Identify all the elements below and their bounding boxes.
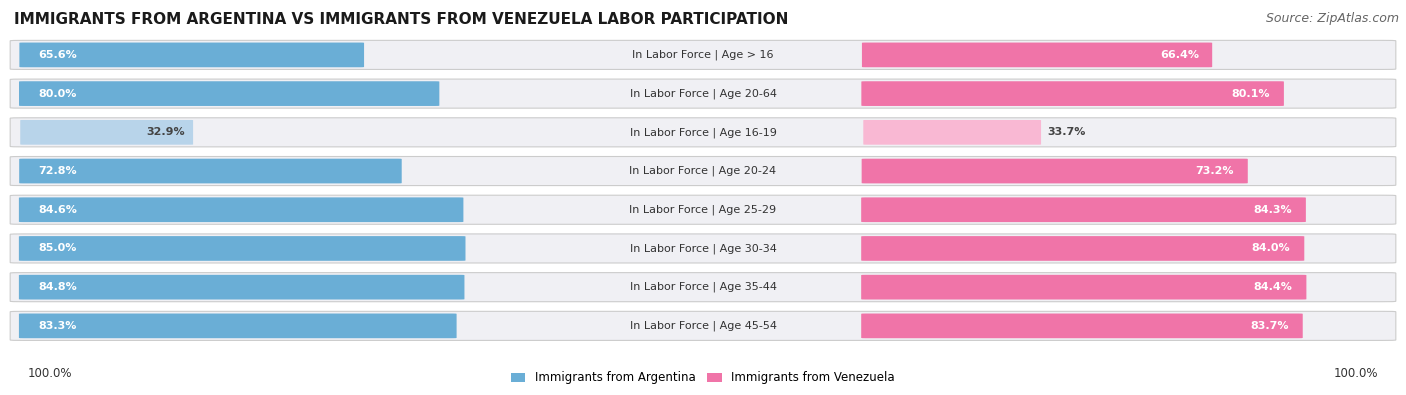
FancyBboxPatch shape	[20, 43, 364, 67]
Text: 72.8%: 72.8%	[38, 166, 76, 176]
Text: In Labor Force | Age 25-29: In Labor Force | Age 25-29	[630, 205, 776, 215]
Text: 33.7%: 33.7%	[1047, 127, 1085, 137]
FancyBboxPatch shape	[10, 156, 1396, 186]
FancyBboxPatch shape	[862, 159, 1247, 183]
FancyBboxPatch shape	[20, 81, 439, 106]
Text: 85.0%: 85.0%	[38, 243, 76, 254]
FancyBboxPatch shape	[862, 236, 1305, 261]
Text: In Labor Force | Age 20-64: In Labor Force | Age 20-64	[630, 88, 776, 99]
Text: In Labor Force | Age 45-54: In Labor Force | Age 45-54	[630, 321, 776, 331]
Text: 32.9%: 32.9%	[146, 127, 186, 137]
FancyBboxPatch shape	[862, 198, 1306, 222]
Text: 84.0%: 84.0%	[1251, 243, 1291, 254]
Text: 83.3%: 83.3%	[38, 321, 76, 331]
FancyBboxPatch shape	[18, 275, 464, 299]
FancyBboxPatch shape	[10, 118, 1396, 147]
Text: In Labor Force | Age 35-44: In Labor Force | Age 35-44	[630, 282, 776, 292]
FancyBboxPatch shape	[10, 195, 1396, 224]
Text: 65.6%: 65.6%	[38, 50, 77, 60]
Text: In Labor Force | Age 16-19: In Labor Force | Age 16-19	[630, 127, 776, 137]
Text: 80.0%: 80.0%	[38, 88, 76, 99]
FancyBboxPatch shape	[18, 198, 464, 222]
FancyBboxPatch shape	[10, 79, 1396, 108]
FancyBboxPatch shape	[20, 159, 402, 183]
FancyBboxPatch shape	[20, 120, 193, 145]
Text: Source: ZipAtlas.com: Source: ZipAtlas.com	[1265, 12, 1399, 25]
Text: 83.7%: 83.7%	[1250, 321, 1289, 331]
Text: 73.2%: 73.2%	[1195, 166, 1234, 176]
Text: In Labor Force | Age 20-24: In Labor Force | Age 20-24	[630, 166, 776, 176]
Text: In Labor Force | Age > 16: In Labor Force | Age > 16	[633, 50, 773, 60]
Legend: Immigrants from Argentina, Immigrants from Venezuela: Immigrants from Argentina, Immigrants fr…	[506, 367, 900, 389]
FancyBboxPatch shape	[10, 234, 1396, 263]
Text: 80.1%: 80.1%	[1232, 88, 1270, 99]
FancyBboxPatch shape	[10, 40, 1396, 70]
Text: 66.4%: 66.4%	[1160, 50, 1199, 60]
FancyBboxPatch shape	[862, 81, 1284, 106]
FancyBboxPatch shape	[863, 120, 1040, 145]
FancyBboxPatch shape	[10, 311, 1396, 340]
Text: 84.3%: 84.3%	[1253, 205, 1292, 215]
Text: 84.6%: 84.6%	[38, 205, 77, 215]
FancyBboxPatch shape	[862, 314, 1303, 338]
Text: 84.8%: 84.8%	[38, 282, 77, 292]
Text: In Labor Force | Age 30-34: In Labor Force | Age 30-34	[630, 243, 776, 254]
Text: 84.4%: 84.4%	[1254, 282, 1292, 292]
FancyBboxPatch shape	[18, 314, 457, 338]
FancyBboxPatch shape	[10, 273, 1396, 302]
Text: 100.0%: 100.0%	[28, 367, 73, 380]
Text: IMMIGRANTS FROM ARGENTINA VS IMMIGRANTS FROM VENEZUELA LABOR PARTICIPATION: IMMIGRANTS FROM ARGENTINA VS IMMIGRANTS …	[14, 12, 789, 27]
Text: 100.0%: 100.0%	[1333, 367, 1378, 380]
FancyBboxPatch shape	[862, 43, 1212, 67]
FancyBboxPatch shape	[18, 236, 465, 261]
FancyBboxPatch shape	[862, 275, 1306, 299]
